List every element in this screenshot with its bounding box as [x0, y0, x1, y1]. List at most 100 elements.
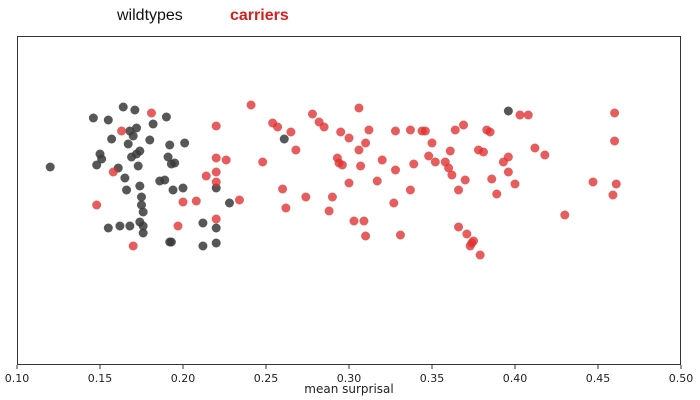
carriers-point	[444, 163, 454, 173]
wildtypes-point	[135, 181, 145, 191]
wildtypes-point	[138, 228, 148, 238]
carriers-point	[390, 165, 400, 175]
carriers-point	[349, 216, 359, 226]
carriers-point	[588, 177, 598, 187]
wildtypes-point	[122, 185, 132, 195]
wildtypes-point	[211, 238, 221, 248]
carriers-point	[92, 200, 102, 210]
x-tick-label: 0.10	[5, 372, 30, 385]
carriers-point	[450, 125, 460, 135]
wildtypes-point	[503, 106, 513, 116]
carriers-point	[273, 122, 283, 132]
legend: wildtypes carriers	[0, 6, 700, 30]
wildtypes-point	[161, 112, 171, 122]
carriers-point	[409, 159, 419, 169]
carriers-point	[359, 216, 369, 226]
x-tick-label: 0.30	[337, 372, 362, 385]
carriers-point	[211, 167, 221, 177]
carriers-point	[211, 153, 221, 163]
wildtypes-point	[211, 223, 221, 233]
carriers-point	[221, 155, 231, 165]
x-tick-label: 0.40	[503, 372, 528, 385]
carriers-point	[334, 158, 344, 168]
wildtypes-point	[138, 207, 148, 217]
wildtypes-point	[160, 175, 170, 185]
carriers-point	[291, 145, 301, 155]
carriers-point	[610, 108, 620, 118]
carriers-point	[258, 157, 268, 167]
wildtypes-point	[224, 198, 234, 208]
carriers-point	[246, 100, 256, 110]
carriers-point	[510, 179, 520, 189]
wildtypes-point	[135, 146, 145, 156]
wildtypes-point	[45, 162, 55, 172]
wildtypes-point	[168, 185, 178, 195]
carriers-point	[459, 120, 469, 130]
carriers-point	[492, 189, 502, 199]
wildtypes-point	[135, 217, 145, 227]
wildtypes-point	[115, 221, 125, 231]
carriers-point	[211, 121, 221, 131]
carriers-point	[390, 126, 400, 136]
carriers-point	[389, 198, 399, 208]
legend-wildtypes: wildtypes	[117, 7, 183, 24]
wildtypes-point	[145, 135, 155, 145]
carriers-point	[146, 108, 156, 118]
wildtypes-point	[107, 134, 117, 144]
carriers-point	[327, 192, 337, 202]
carriers-point	[424, 151, 434, 161]
wildtypes-point	[103, 223, 113, 233]
wildtypes-point	[198, 218, 208, 228]
carriers-point	[281, 203, 291, 213]
carriers-point	[560, 210, 570, 220]
wildtypes-point	[178, 183, 188, 193]
carriers-point	[523, 110, 533, 120]
x-tick-label: 0.35	[420, 372, 445, 385]
carriers-point	[173, 221, 183, 231]
wildtypes-point	[130, 105, 140, 115]
wildtypes-point	[118, 102, 128, 112]
carriers-point	[319, 122, 329, 132]
wildtypes-point	[198, 241, 208, 251]
carriers-point	[445, 146, 455, 156]
wildtypes-point	[132, 123, 142, 133]
carriers-point	[608, 190, 618, 200]
wildtypes-point	[137, 192, 146, 202]
legend-carriers: carriers	[230, 7, 289, 24]
carriers-point	[420, 126, 430, 136]
data-points	[45, 100, 621, 260]
carriers-point	[515, 110, 525, 120]
carriers-point	[117, 126, 127, 136]
carriers-point	[487, 174, 497, 184]
carriers-point	[454, 222, 464, 232]
carriers-point	[234, 195, 244, 205]
carriers-point	[454, 185, 464, 195]
carriers-point	[361, 138, 371, 148]
carriers-point	[128, 241, 138, 251]
wildtypes-point	[137, 200, 146, 210]
wildtypes-point	[97, 154, 107, 164]
carriers-point	[336, 127, 346, 137]
carriers-point	[405, 125, 415, 135]
carriers-point	[503, 152, 513, 162]
wildtypes-point	[170, 158, 180, 168]
carriers-point	[108, 167, 118, 177]
x-axis: 0.10 0.15 0.20 0.25 0.30 0.35 0.40 0.45 0.50	[5, 365, 693, 385]
carriers-point	[307, 109, 317, 119]
carriers-point	[286, 127, 296, 137]
carriers-point	[201, 171, 211, 181]
wildtypes-point	[88, 113, 98, 123]
wildtypes-point	[128, 131, 138, 141]
x-tick-label: 0.45	[586, 372, 611, 385]
plot-area	[17, 36, 681, 365]
carriers-point	[462, 229, 472, 239]
carriers-point	[354, 103, 364, 113]
carriers-point	[361, 231, 371, 241]
carriers-point	[473, 145, 483, 155]
x-tick-label: 0.15	[88, 372, 113, 385]
carriers-point	[191, 196, 201, 206]
wildtypes-point	[148, 119, 158, 129]
carriers-point	[211, 177, 221, 187]
carriers-point	[356, 161, 366, 171]
